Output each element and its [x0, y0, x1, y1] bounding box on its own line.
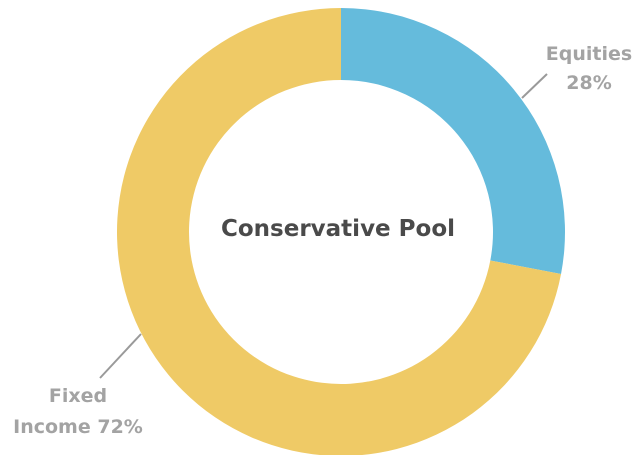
- center-label: Conservative Pool: [221, 216, 455, 242]
- slice-label-equities-name: Equities: [546, 43, 632, 65]
- donut-slices: [117, 8, 566, 455]
- slice-equities: [341, 8, 566, 274]
- slice-label-equities-percent: 28%: [566, 72, 611, 94]
- slice-fixed-income: [117, 8, 562, 455]
- leader-line-fixed-income: [99, 333, 142, 379]
- slice-label-fixed-income-percent: Income 72%: [13, 416, 143, 438]
- leader-line-equities: [521, 73, 548, 99]
- slice-label-fixed-income-name: Fixed: [49, 385, 107, 407]
